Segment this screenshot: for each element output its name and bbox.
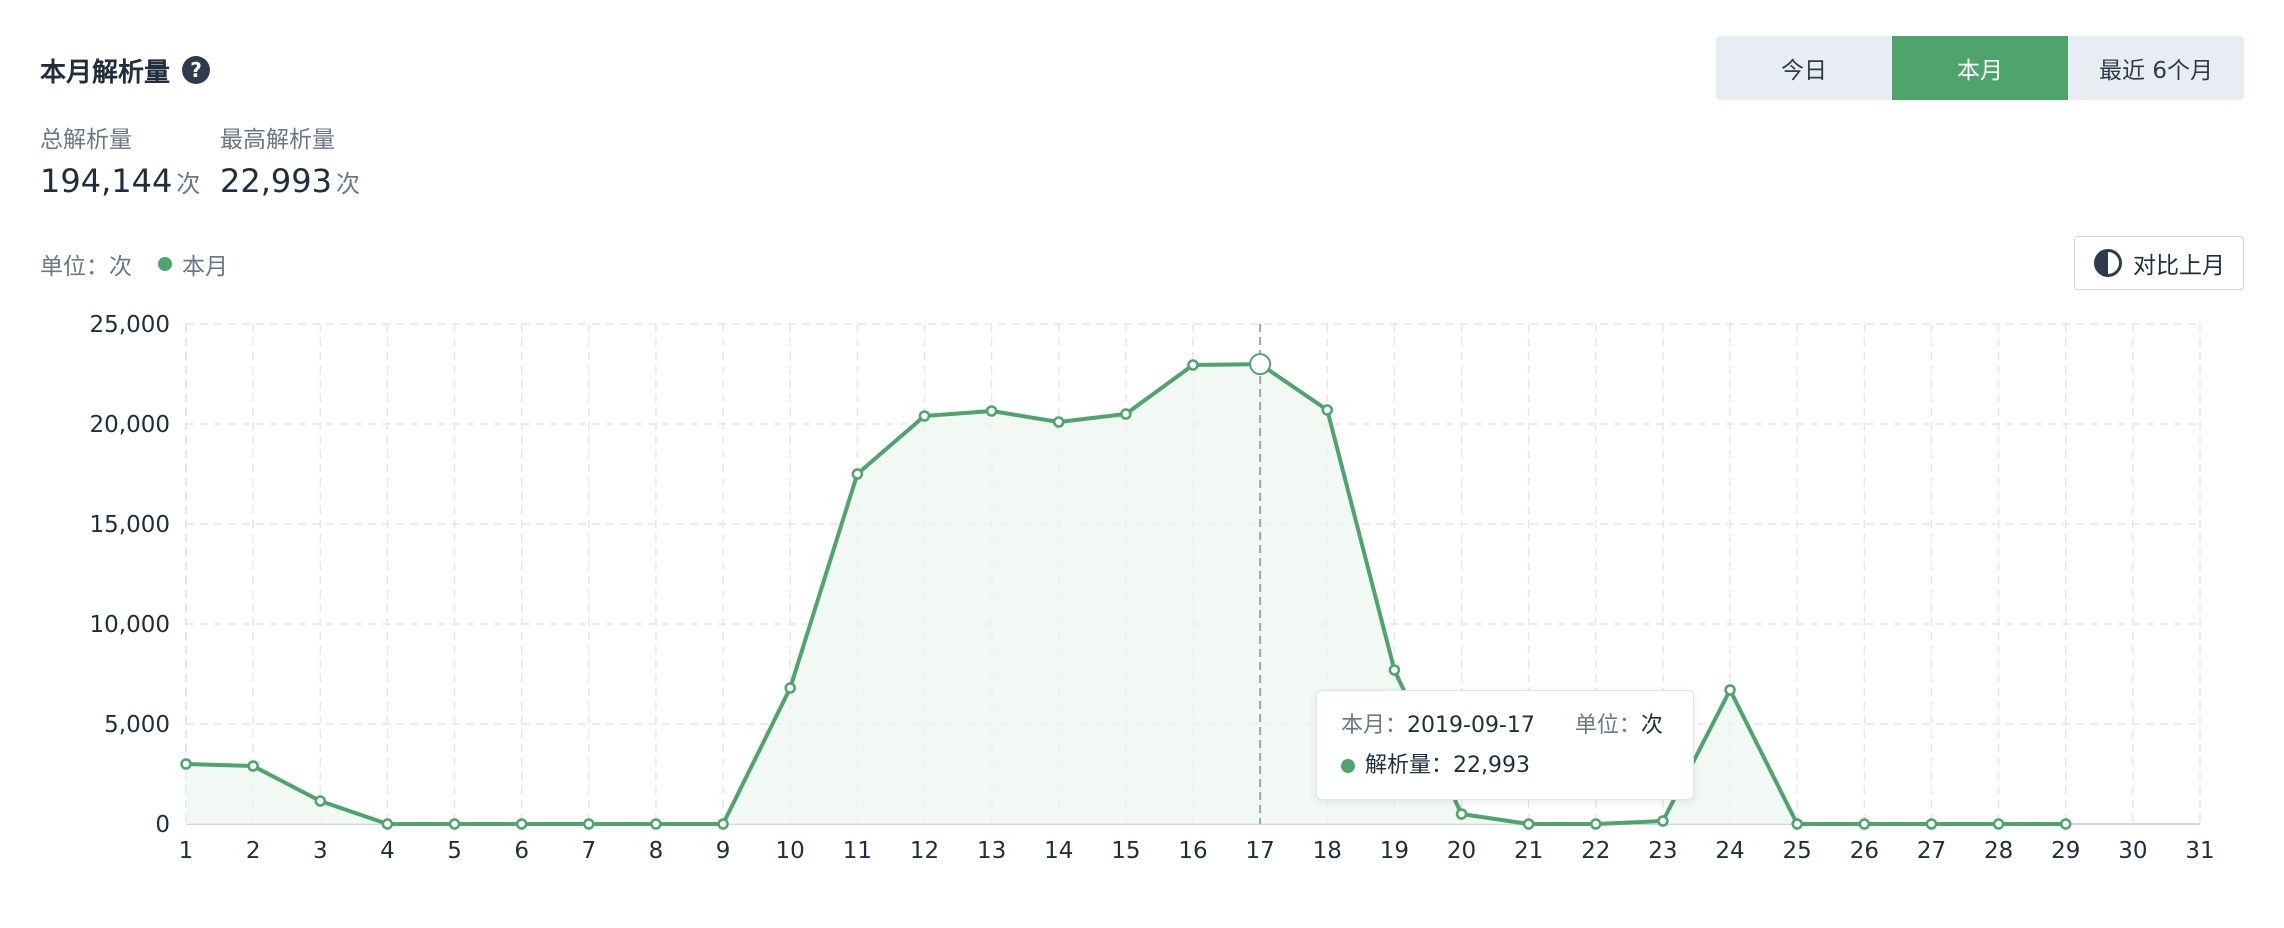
data-point bbox=[180, 758, 192, 770]
data-point bbox=[448, 818, 461, 830]
x-tick-label: 14 bbox=[1044, 838, 1073, 864]
data-point bbox=[1791, 818, 1803, 830]
max-stat-value: 22,993 bbox=[220, 162, 332, 200]
x-tick-label: 3 bbox=[313, 838, 328, 864]
data-point bbox=[1052, 416, 1065, 428]
chart-tooltip: 本月：2019-09-17 单位：次 解析量： 22,993 bbox=[1316, 690, 1694, 800]
total-stat-label: 总解析量 bbox=[40, 127, 132, 153]
x-tick-label: 4 bbox=[380, 838, 395, 864]
y-tick-label: 25,000 bbox=[90, 312, 170, 338]
y-tick-label: 15,000 bbox=[90, 512, 170, 538]
tooltip-date-label: 本月： bbox=[1341, 713, 1408, 738]
data-point bbox=[1249, 353, 1272, 376]
data-point bbox=[918, 410, 931, 422]
series-area-fill bbox=[186, 364, 2066, 824]
tooltip-unit-label: 单位： bbox=[1574, 713, 1641, 738]
max-stat-unit: 次 bbox=[335, 170, 360, 198]
data-point bbox=[515, 818, 528, 830]
compare-button-label: 对比上月 bbox=[2133, 253, 2225, 279]
data-point bbox=[1657, 815, 1669, 827]
tooltip-series-value: 22,993 bbox=[1453, 753, 1530, 778]
compare-last-month-button[interactable]: 对比上月 bbox=[2074, 236, 2244, 290]
x-tick-label: 10 bbox=[776, 838, 805, 864]
total-stat-unit: 次 bbox=[176, 170, 201, 198]
x-tick-label: 26 bbox=[1850, 838, 1879, 864]
x-tick-label: 21 bbox=[1514, 838, 1543, 864]
data-point bbox=[381, 818, 394, 830]
data-point bbox=[2059, 818, 2072, 830]
data-point bbox=[1590, 818, 1602, 830]
chart-title: 本月解析量 ? bbox=[40, 50, 211, 90]
x-tick-label: 29 bbox=[2051, 838, 2080, 864]
x-tick-label: 1 bbox=[179, 838, 194, 864]
data-point bbox=[650, 818, 662, 830]
contrast-icon bbox=[2093, 248, 2123, 278]
data-point bbox=[1992, 818, 2005, 830]
y-tick-label: 20,000 bbox=[90, 412, 170, 438]
x-tick-label: 22 bbox=[1581, 838, 1610, 864]
data-point bbox=[1388, 664, 1401, 676]
tab-this-month[interactable]: 本月 bbox=[1892, 36, 2068, 100]
y-tick-label: 5,000 bbox=[104, 712, 170, 738]
x-tick-label: 13 bbox=[977, 838, 1006, 864]
tab-today[interactable]: 今日 bbox=[1781, 58, 1827, 84]
y-tick-label: 10,000 bbox=[90, 612, 170, 638]
x-tick-label: 30 bbox=[2118, 838, 2147, 864]
x-tick-label: 19 bbox=[1380, 838, 1409, 864]
data-point bbox=[314, 795, 327, 807]
time-range-tabs: 今日 本月 最近 6个月 bbox=[1716, 36, 2244, 100]
data-point bbox=[851, 468, 864, 480]
x-tick-label: 16 bbox=[1178, 838, 1207, 864]
x-tick-label: 9 bbox=[716, 838, 731, 864]
page-title: 本月解析量 bbox=[40, 57, 171, 88]
x-tick-label: 12 bbox=[910, 838, 939, 864]
data-point bbox=[1858, 818, 1871, 830]
x-tick-label: 7 bbox=[581, 838, 596, 864]
x-tick-label: 24 bbox=[1715, 838, 1744, 864]
unit-text: 单位：次 bbox=[40, 254, 132, 280]
x-tick-label: 15 bbox=[1111, 838, 1140, 864]
total-stat-value: 194,144 bbox=[40, 162, 173, 200]
data-point bbox=[1455, 808, 1468, 820]
data-point bbox=[1925, 818, 1938, 830]
y-tick-label: 0 bbox=[155, 812, 170, 838]
data-point bbox=[247, 760, 259, 772]
tooltip-unit-value: 次 bbox=[1640, 713, 1663, 738]
x-tick-label: 31 bbox=[2185, 838, 2214, 864]
max-stat: 最高解析量 22,993 次 bbox=[220, 124, 360, 200]
data-point bbox=[1724, 684, 1736, 696]
x-tick-label: 6 bbox=[514, 838, 529, 864]
x-tick-label: 11 bbox=[843, 838, 872, 864]
data-point bbox=[1321, 404, 1334, 416]
tab-last-6-months[interactable]: 最近 6个月 bbox=[2099, 58, 2213, 84]
data-point bbox=[583, 818, 595, 830]
x-tick-label: 28 bbox=[1984, 838, 2013, 864]
x-tick-label: 18 bbox=[1313, 838, 1342, 864]
x-tick-label: 17 bbox=[1245, 838, 1274, 864]
tooltip-date-value: 2019-09-17 bbox=[1407, 713, 1535, 738]
data-point bbox=[1187, 359, 1199, 371]
tooltip-series-dot bbox=[1341, 759, 1355, 773]
total-stat: 总解析量 194,144 次 bbox=[40, 124, 200, 200]
x-tick-label: 23 bbox=[1648, 838, 1677, 864]
x-tick-label: 27 bbox=[1917, 838, 1946, 864]
x-tick-label: 2 bbox=[246, 838, 261, 864]
data-point bbox=[1522, 818, 1535, 830]
question-circle-icon[interactable]: ? bbox=[182, 56, 211, 84]
data-point bbox=[784, 682, 796, 694]
x-tick-label: 20 bbox=[1447, 838, 1476, 864]
tooltip-series-label: 解析量： bbox=[1365, 753, 1454, 778]
chart-legend: 单位：次 本月 bbox=[40, 246, 228, 282]
data-point bbox=[717, 818, 729, 830]
data-point bbox=[1120, 408, 1132, 420]
x-tick-label: 8 bbox=[649, 838, 664, 864]
legend-series-label[interactable]: 本月 bbox=[182, 254, 228, 280]
max-stat-label: 最高解析量 bbox=[220, 127, 335, 153]
x-tick-label: 25 bbox=[1783, 838, 1812, 864]
x-tick-label: 5 bbox=[447, 838, 462, 864]
legend-dot bbox=[158, 257, 172, 271]
data-point bbox=[985, 405, 998, 417]
